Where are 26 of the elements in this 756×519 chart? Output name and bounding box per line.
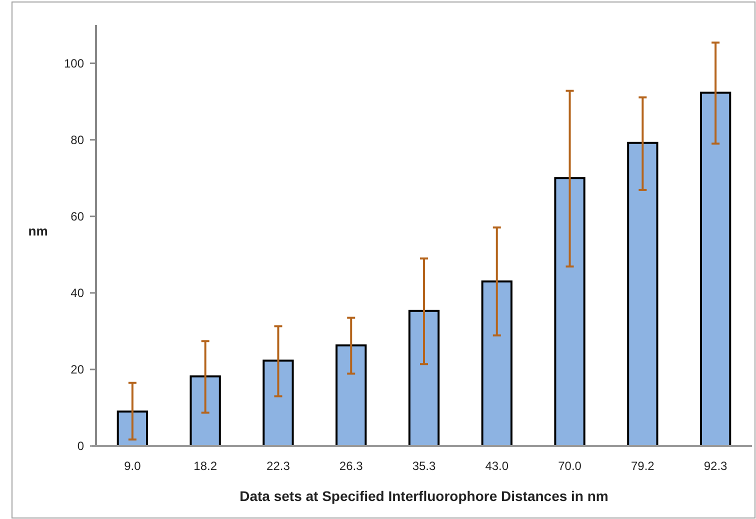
y-tick-label: 80 — [70, 133, 84, 148]
x-tick-label: 43.0 — [485, 459, 509, 473]
bar — [627, 142, 658, 447]
x-tick-label: 9.0 — [124, 459, 142, 473]
x-tick-label: 35.3 — [412, 459, 436, 473]
y-axis-title: nm — [28, 224, 48, 238]
y-tick-label: 100 — [64, 56, 84, 70]
bar — [481, 280, 512, 447]
y-tick-label: 60 — [70, 210, 84, 224]
bar — [408, 310, 440, 447]
y-tick-label: 20 — [70, 362, 84, 377]
bar — [262, 360, 294, 447]
bar — [554, 177, 586, 447]
x-tick-label: 18.2 — [194, 459, 218, 473]
y-tick-label: 0 — [77, 439, 84, 454]
bar — [116, 410, 148, 447]
y-tick-label: 40 — [70, 286, 84, 300]
x-tick-label: 70.0 — [558, 459, 582, 473]
x-tick-label: 92.3 — [704, 459, 728, 473]
x-tick-label: 79.2 — [630, 459, 655, 473]
x-axis-title: Data sets at Specified Interfluorophore Distances in nm — [240, 488, 608, 504]
bar — [190, 375, 221, 447]
bar — [336, 344, 367, 447]
bar — [700, 92, 732, 447]
x-tick-label: 26.3 — [339, 459, 364, 473]
x-tick-label: 22.3 — [266, 459, 290, 473]
